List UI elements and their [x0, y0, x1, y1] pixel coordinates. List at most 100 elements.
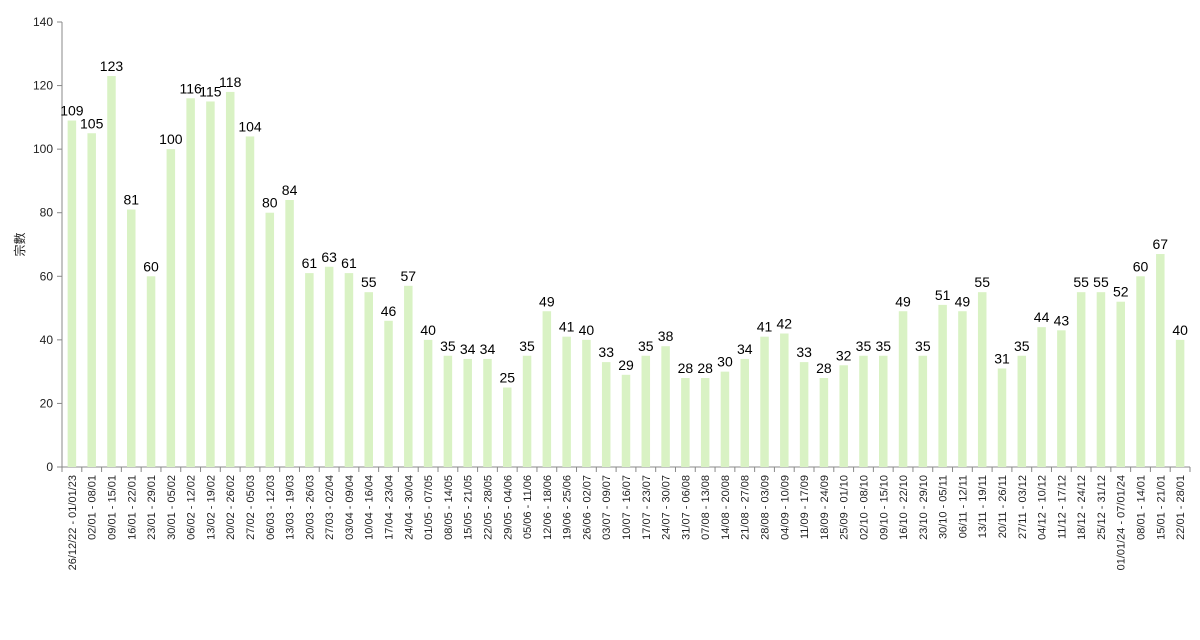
x-tick-label: 20/02 - 26/02	[225, 475, 237, 540]
bar	[67, 120, 77, 468]
x-tick-label: 20/03 - 26/03	[304, 475, 316, 540]
bar	[740, 358, 749, 467]
bar	[1156, 254, 1165, 467]
x-tick-label: 18/12 - 24/12	[1076, 475, 1088, 540]
bar	[958, 311, 967, 467]
bar	[186, 98, 195, 468]
data-label: 33	[598, 344, 614, 360]
bar	[720, 371, 730, 467]
y-tick-label: 120	[33, 79, 53, 93]
x-tick-label: 09/10 - 15/10	[878, 475, 890, 540]
x-tick-label: 11/09 - 17/09	[799, 475, 811, 539]
bar	[1136, 276, 1145, 467]
data-label: 61	[302, 255, 318, 271]
data-label: 44	[1034, 309, 1050, 325]
bar	[621, 374, 631, 467]
bar	[681, 378, 690, 467]
data-label: 104	[238, 118, 262, 134]
data-label: 41	[559, 319, 575, 335]
bar	[166, 149, 176, 467]
bar	[443, 355, 453, 467]
x-tick-label: 22/05 - 28/05	[482, 475, 494, 540]
y-tick-label: 60	[40, 269, 54, 283]
x-tick-label: 18/09 - 24/09	[819, 475, 831, 540]
bar	[780, 333, 789, 467]
bar	[146, 276, 156, 467]
data-label: 28	[816, 360, 832, 376]
x-tick-label: 21/08 - 27/08	[740, 475, 752, 540]
y-tick-label: 0	[46, 460, 53, 474]
data-label: 35	[915, 338, 931, 354]
bar	[1037, 327, 1046, 467]
data-label: 49	[955, 293, 971, 309]
data-label: 40	[420, 322, 436, 338]
bar	[364, 292, 373, 467]
bar	[977, 292, 987, 467]
data-label: 84	[282, 182, 298, 198]
data-label: 61	[341, 255, 357, 271]
y-tick-label: 100	[33, 142, 53, 156]
data-label: 31	[994, 350, 1010, 366]
data-label: 116	[179, 80, 202, 96]
bar	[799, 362, 809, 467]
bar	[1116, 301, 1125, 467]
data-label: 118	[219, 74, 242, 90]
data-label: 81	[123, 192, 139, 208]
data-label: 55	[1093, 274, 1109, 290]
data-label: 52	[1113, 284, 1129, 300]
bar	[601, 362, 611, 467]
bar	[265, 212, 275, 467]
x-tick-label: 15/05 - 21/05	[463, 475, 475, 540]
x-tick-label: 13/02 - 19/02	[205, 475, 217, 540]
data-label: 32	[836, 347, 852, 363]
x-tick-label: 16/01 - 22/01	[126, 475, 138, 540]
y-tick-label: 140	[33, 15, 53, 29]
x-tick-label: 28/08 - 03/09	[760, 475, 772, 540]
x-tick-label: 10/07 - 16/07	[621, 475, 633, 540]
bar	[582, 339, 591, 467]
data-label: 55	[974, 274, 990, 290]
data-label: 43	[1054, 312, 1070, 328]
x-tick-label: 02/01 - 08/01	[87, 475, 99, 540]
bar	[879, 355, 888, 467]
x-tick-label: 04/09 - 10/09	[779, 475, 791, 540]
bar	[305, 273, 314, 467]
data-label: 35	[519, 338, 535, 354]
x-tick-label: 08/05 - 14/05	[443, 475, 455, 540]
x-tick-label: 06/02 - 12/02	[186, 475, 198, 540]
data-label: 57	[401, 268, 417, 284]
x-tick-label: 19/06 - 25/06	[562, 475, 574, 540]
y-tick-label: 20	[40, 396, 54, 410]
bar	[641, 355, 651, 467]
x-tick-label: 23/10 - 29/10	[918, 475, 930, 540]
bar	[859, 355, 868, 467]
bar	[700, 378, 710, 467]
data-label: 109	[60, 103, 84, 119]
bar	[503, 387, 512, 467]
bar	[918, 355, 928, 467]
data-label: 35	[440, 338, 456, 354]
x-tick-label: 08/01 - 14/01	[1136, 475, 1148, 540]
data-label: 29	[618, 357, 634, 373]
data-label: 55	[361, 274, 377, 290]
x-tick-label: 31/07 - 06/08	[680, 475, 692, 540]
x-tick-label: 09/01 - 15/01	[106, 475, 118, 540]
x-tick-label: 06/11 - 12/11	[957, 475, 969, 538]
bar	[384, 320, 393, 467]
x-tick-label: 07/08 - 13/08	[700, 475, 712, 540]
data-label: 35	[638, 338, 654, 354]
data-label: 35	[856, 338, 872, 354]
bars-group	[67, 76, 1185, 468]
x-tick-label: 01/05 - 07/05	[423, 475, 435, 540]
x-tick-label: 30/01 - 05/02	[166, 475, 178, 540]
data-label: 46	[381, 303, 397, 319]
bar	[562, 336, 571, 467]
data-label: 115	[199, 83, 222, 99]
data-label: 105	[80, 115, 104, 131]
data-label: 55	[1073, 274, 1089, 290]
data-label: 28	[678, 360, 694, 376]
x-tick-label: 10/04 - 16/04	[364, 475, 376, 540]
data-label: 35	[1014, 338, 1030, 354]
x-tick-label: 17/04 - 23/04	[384, 475, 396, 540]
